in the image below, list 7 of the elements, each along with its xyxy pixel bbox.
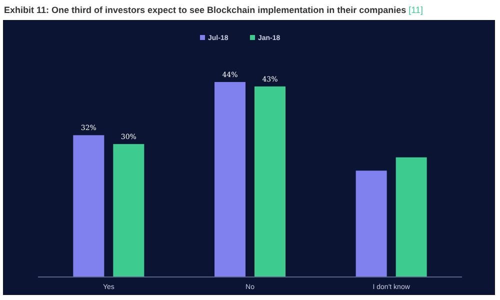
bar (254, 86, 286, 277)
bar (113, 144, 144, 277)
bar (214, 82, 246, 277)
bar (356, 170, 387, 277)
bar (73, 135, 104, 277)
bar (396, 157, 427, 277)
chart-title: Exhibit 11: One third of investors expect to see Blockchain implementation in their companies [11] (4, 5, 423, 15)
